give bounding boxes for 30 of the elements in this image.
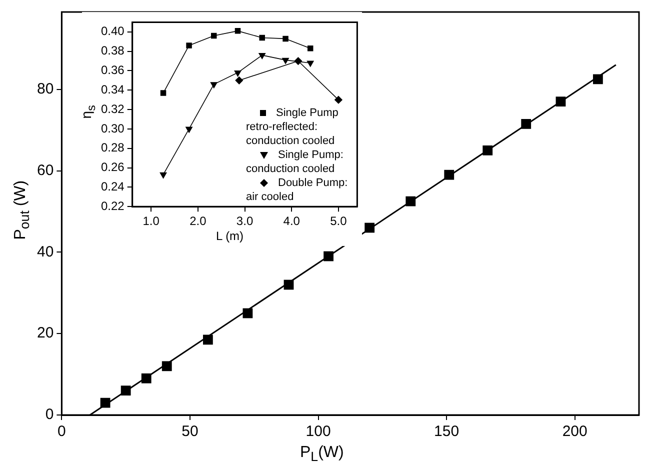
x-tick-label: 2.0 [190,214,207,228]
y-tick-label: 0.32 [100,102,125,116]
y-tick-label: 0.22 [100,198,125,213]
y-tick-label: 0.34 [100,82,125,96]
y-tick-label: 0.26 [100,160,125,174]
y-tick-label: 80 [36,80,54,98]
y-tick-label: 40 [36,243,54,260]
x-tick-label: 5.0 [330,214,348,228]
x-tick-label: 1.0 [142,214,160,228]
x-tick-label: 50 [182,423,198,440]
y-tick-label: 60 [36,162,54,179]
y-tick-label: 0.38 [100,44,125,58]
y-tick-label: 0.28 [100,140,125,155]
legend-label: Double Pump: air cooled [246,177,348,203]
legend-label: Single Pump: conduction cooled [246,149,344,175]
x-axis-title: L (m) [216,229,244,243]
x-tick-label: 3.0 [236,214,254,228]
x-tick-label: 100 [306,423,331,440]
x-tick-label: 4.0 [283,214,300,228]
x-axis-title: P$_{L}$(W) [300,444,344,464]
y-tick-label: 0.30 [100,121,125,136]
y-tick-label: 0.24 [100,180,125,194]
y-tick-label: 0 [45,406,54,424]
y-tick-label: 0.36 [100,63,125,78]
y-tick-label: 0.40 [100,24,125,38]
x-tick-label: 150 [434,423,460,440]
legend-label: Single Pump retro-reflected: conduction cooled [246,107,338,147]
x-tick-label: 200 [562,423,588,440]
x-tick-label: 0 [58,423,66,440]
y-tick-label: 20 [36,324,54,342]
